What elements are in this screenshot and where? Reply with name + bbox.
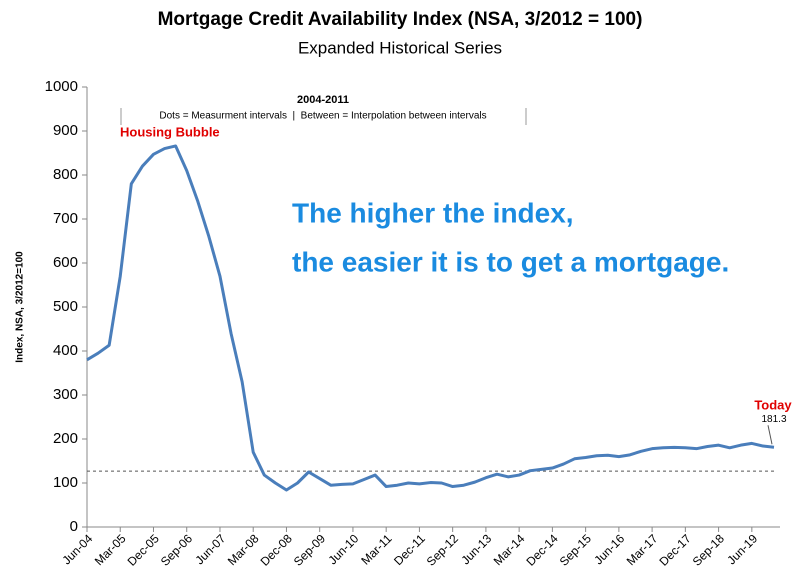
y-tick-label: 800	[53, 166, 78, 183]
annotation: Today	[754, 397, 792, 412]
note-text: Dots = Measurment intervals | Between = …	[159, 111, 486, 122]
label-leader	[767, 425, 773, 445]
y-tick-label: 0	[70, 518, 78, 535]
y-tick-label: 100	[53, 474, 78, 491]
x-tick-label: Mar-05	[92, 531, 129, 568]
x-tick-label: Jun-19	[724, 531, 760, 567]
x-tick-label: Sep-06	[158, 531, 195, 568]
y-axis-label: Index, NSA, 3/2012=100	[15, 251, 26, 363]
x-tick-label: Jun-07	[192, 531, 228, 567]
x-tick-label: Dec-08	[258, 531, 295, 568]
x-tick-label: Mar-17	[624, 531, 661, 568]
x-tick-label: Dec-14	[523, 531, 560, 568]
x-tick-label: Sep-15	[557, 531, 594, 568]
callout-text: the easier it is to get a mortgage.	[292, 246, 729, 277]
x-tick-label: Dec-05	[125, 531, 162, 568]
x-tick-label: Dec-17	[656, 531, 693, 568]
x-tick-label: Mar-11	[358, 531, 394, 567]
x-tick-label: Dec-11	[391, 531, 428, 568]
chart-title: Mortgage Credit Availability Index (NSA,…	[158, 9, 643, 30]
x-tick-label: Mar-14	[491, 531, 528, 568]
x-tick-label: Jun-13	[458, 531, 494, 567]
y-tick-label: 200	[53, 430, 78, 447]
y-tick-label: 500	[53, 298, 78, 315]
x-tick-label: Mar-08	[225, 531, 262, 568]
x-tick-label: Jun-10	[325, 531, 361, 567]
x-tick-label: Jun-16	[591, 531, 627, 567]
y-tick-label: 900	[53, 122, 78, 139]
x-tick-label: Sep-18	[690, 531, 727, 568]
x-tick-label: Jun-04	[60, 531, 96, 567]
data-line	[86, 144, 775, 492]
data-label: 181.3	[761, 414, 786, 425]
y-tick-label: 400	[53, 342, 78, 359]
note-title: 2004-2011	[297, 94, 349, 106]
y-tick-label: 300	[53, 386, 78, 403]
chart-subtitle: Expanded Historical Series	[298, 38, 502, 57]
annotation: Housing Bubble	[120, 124, 220, 139]
y-tick-label: 700	[53, 210, 78, 227]
callout-text: The higher the index,	[292, 197, 574, 228]
x-tick-label: Sep-09	[291, 531, 328, 568]
x-tick-label: Sep-12	[424, 531, 461, 568]
y-tick-label: 600	[53, 254, 78, 271]
y-tick-label: 1000	[45, 78, 78, 95]
